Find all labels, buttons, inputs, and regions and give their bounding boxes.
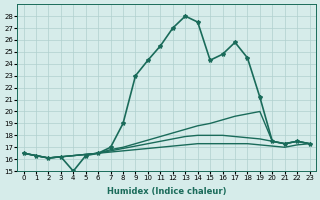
X-axis label: Humidex (Indice chaleur): Humidex (Indice chaleur): [107, 187, 226, 196]
